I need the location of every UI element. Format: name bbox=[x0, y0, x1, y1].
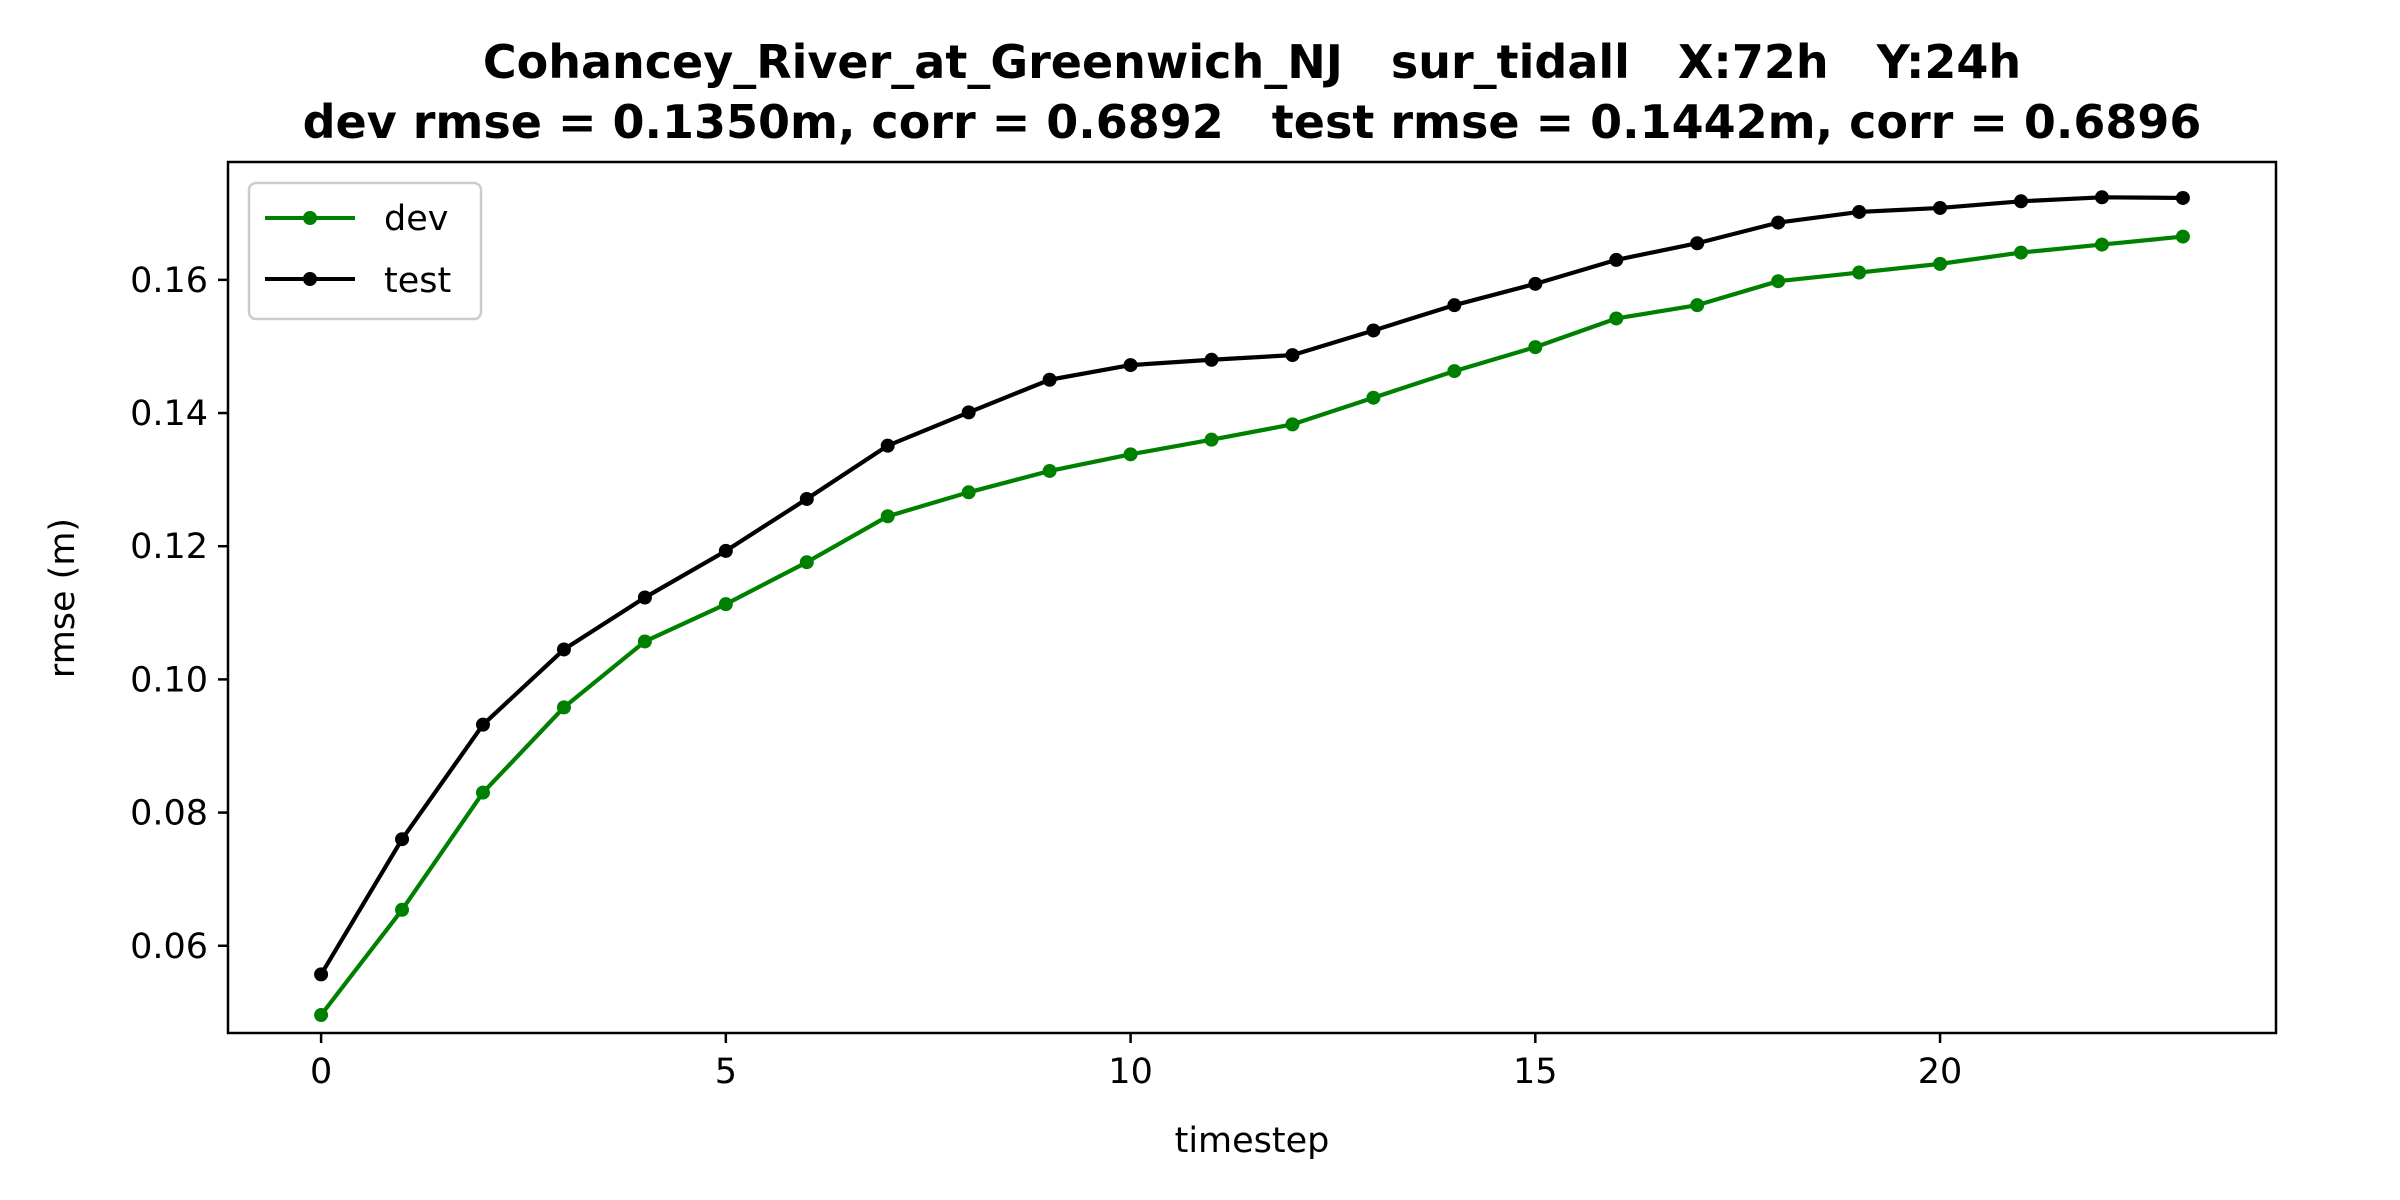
chart-title-line2: dev rmse = 0.1350m, corr = 0.6892 test r… bbox=[303, 95, 2202, 149]
x-tick-label: 15 bbox=[1513, 1052, 1558, 1092]
series-line-dev bbox=[319, 234, 2184, 1017]
y-tick-label: 0.08 bbox=[130, 794, 208, 834]
data-point-test bbox=[1771, 215, 1786, 230]
data-point-test bbox=[961, 405, 976, 420]
data-point-dev bbox=[556, 700, 571, 715]
data-point-dev bbox=[1123, 447, 1138, 462]
data-point-dev bbox=[2094, 237, 2109, 252]
y-tick-label: 0.14 bbox=[130, 394, 208, 434]
data-point-dev bbox=[1690, 298, 1705, 313]
data-point-dev bbox=[1609, 311, 1624, 326]
legend-marker-dev bbox=[303, 211, 317, 225]
data-point-dev bbox=[961, 485, 976, 500]
legend-label-dev: dev bbox=[384, 199, 448, 239]
y-tick-label: 0.10 bbox=[130, 660, 208, 700]
data-point-dev bbox=[1285, 417, 1300, 432]
data-point-test bbox=[1042, 372, 1057, 387]
data-point-test bbox=[2094, 190, 2109, 205]
data-point-dev bbox=[395, 902, 410, 917]
data-point-dev bbox=[1528, 340, 1543, 355]
data-point-test bbox=[1123, 358, 1138, 373]
data-point-test bbox=[1609, 252, 1624, 267]
data-point-dev bbox=[475, 785, 490, 800]
data-point-test bbox=[637, 590, 652, 605]
data-point-dev bbox=[637, 634, 652, 649]
y-tick-label: 0.06 bbox=[130, 927, 208, 967]
data-point-dev bbox=[1042, 463, 1057, 478]
data-point-dev bbox=[880, 509, 895, 524]
data-point-dev bbox=[1204, 432, 1219, 447]
data-point-dev bbox=[2014, 245, 2029, 260]
x-axis-ticks: 0 5 10 15 20 bbox=[310, 1033, 1962, 1092]
data-point-test bbox=[1690, 236, 1705, 251]
data-point-test bbox=[1447, 298, 1462, 313]
data-point-dev bbox=[799, 555, 814, 570]
data-point-test bbox=[799, 491, 814, 506]
plot-area-frame bbox=[226, 160, 2278, 1035]
data-point-test bbox=[1528, 276, 1543, 291]
x-tick-label: 5 bbox=[715, 1052, 737, 1092]
data-point-test bbox=[395, 832, 410, 847]
y-tick-label: 0.16 bbox=[130, 261, 208, 301]
x-tick-label: 10 bbox=[1108, 1052, 1153, 1092]
data-point-dev bbox=[1933, 256, 1948, 271]
data-point-test bbox=[314, 967, 329, 982]
y-axis-label: rmse (m) bbox=[43, 518, 83, 678]
data-point-dev bbox=[1771, 274, 1786, 289]
data-point-dev bbox=[718, 597, 733, 612]
data-point-test bbox=[718, 543, 733, 558]
data-point-test bbox=[880, 438, 895, 453]
data-point-test bbox=[1285, 348, 1300, 363]
legend: dev test bbox=[247, 181, 483, 321]
data-point-dev bbox=[1447, 364, 1462, 379]
data-point-dev bbox=[2175, 229, 2190, 244]
data-point-test bbox=[1933, 200, 1948, 215]
data-point-test bbox=[475, 717, 490, 732]
data-point-dev bbox=[1366, 390, 1381, 405]
data-point-test bbox=[1366, 323, 1381, 338]
series-line-test bbox=[319, 195, 2183, 976]
data-point-dev bbox=[314, 1008, 329, 1023]
x-tick-label: 0 bbox=[310, 1052, 332, 1092]
data-point-dev bbox=[1852, 265, 1867, 280]
y-tick-label: 0.12 bbox=[130, 527, 208, 567]
data-point-test bbox=[2014, 194, 2029, 209]
data-point-test bbox=[556, 642, 571, 657]
data-point-test bbox=[2175, 190, 2190, 205]
chart-title-line1: Cohancey_River_at_Greenwich_NJ sur_tidal… bbox=[483, 35, 2021, 89]
x-axis-label: timestep bbox=[1175, 1121, 1330, 1161]
series-layer bbox=[314, 190, 2190, 1023]
legend-marker-test bbox=[303, 272, 317, 286]
legend-label-test: test bbox=[384, 261, 451, 301]
data-point-test bbox=[1852, 204, 1867, 219]
y-axis-ticks: 0.06 0.08 0.10 0.12 0.14 0.16 bbox=[130, 261, 228, 967]
x-tick-label: 20 bbox=[1918, 1052, 1963, 1092]
data-point-test bbox=[1204, 352, 1219, 367]
